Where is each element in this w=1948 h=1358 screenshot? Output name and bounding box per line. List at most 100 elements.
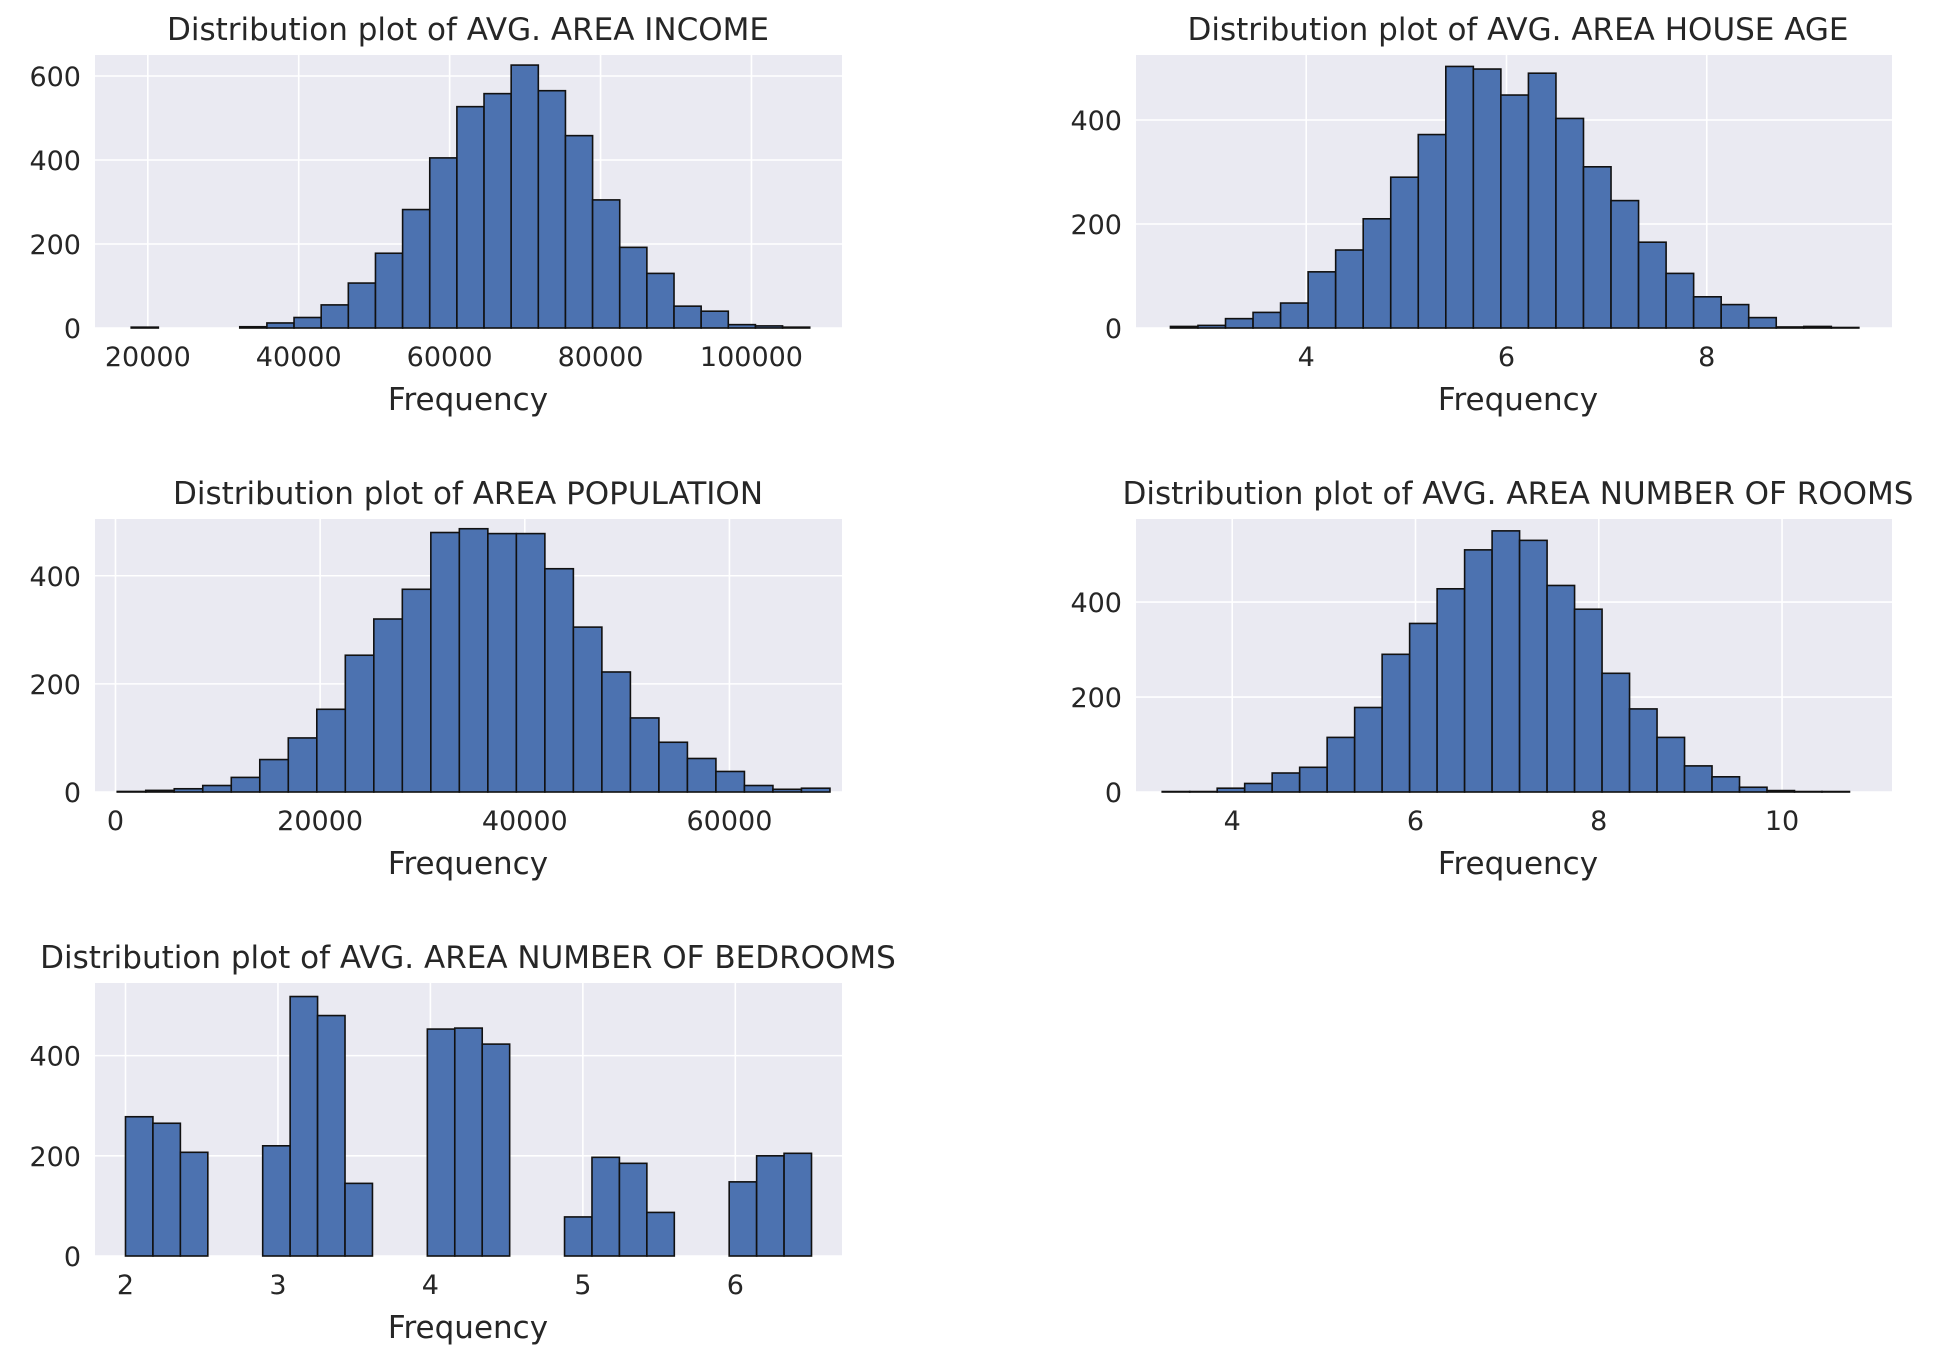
income-histogram-bar <box>564 134 594 329</box>
population-x-tick-label: 60000 <box>686 806 772 837</box>
bedrooms-histogram-bar <box>426 1028 456 1257</box>
house-age-histogram-bar <box>1279 302 1309 329</box>
income-x-tick-label: 20000 <box>105 342 191 373</box>
income-x-tick-label: 40000 <box>256 342 342 373</box>
population-histogram-bar <box>116 790 147 793</box>
income-histogram-bar <box>700 310 730 329</box>
population-y-tick-label: 0 <box>64 778 81 809</box>
bedrooms-histogram-bar <box>152 1122 182 1257</box>
rooms-histogram-bar <box>1243 782 1273 793</box>
income-histogram-bar <box>483 92 512 329</box>
house-age-histogram-bar <box>1445 65 1475 329</box>
population-histogram-bar <box>772 788 803 793</box>
population-histogram-panel: Distribution plot of AREA POPULATION Fre… <box>29 476 842 882</box>
house-age-histogram-bar <box>1362 218 1392 329</box>
bedrooms-x-axis-label: Frequency <box>388 1310 548 1346</box>
income-histogram-bar <box>618 246 648 329</box>
rooms-histogram-bar <box>1463 549 1493 793</box>
house-age-histogram-bar <box>1307 271 1337 329</box>
income-histogram-bar <box>781 326 811 329</box>
rooms-histogram-bar <box>1408 622 1438 793</box>
population-histogram-bar <box>401 588 432 793</box>
rooms-histogram-bar <box>1738 786 1768 793</box>
income-histogram-bar <box>510 64 540 329</box>
rooms-histogram-bar <box>1436 587 1466 793</box>
house-age-histogram-bar <box>1775 326 1805 329</box>
house-age-histogram-bar <box>1252 311 1282 329</box>
house-age-histogram-bar <box>1389 176 1420 329</box>
house-age-x-tick-label: 8 <box>1698 342 1715 373</box>
bedrooms-histogram-bar <box>591 1156 621 1257</box>
bedrooms-histogram-bar <box>481 1043 511 1257</box>
population-x-tick-label: 0 <box>107 806 124 837</box>
bedrooms-y-tick-label: 200 <box>29 1142 81 1173</box>
bedrooms-histogram-bar <box>646 1211 676 1257</box>
income-histogram-bar <box>347 282 377 329</box>
rooms-histogram-bar <box>1573 608 1603 793</box>
income-y-tick-label: 400 <box>29 146 81 177</box>
bedrooms-y-tick-label: 400 <box>29 1042 81 1073</box>
rooms-chart-title: Distribution plot of AVG. AREA NUMBER OF… <box>1123 476 1914 512</box>
rooms-y-tick-label: 400 <box>1070 588 1122 619</box>
bedrooms-chart-title: Distribution plot of AVG. AREA NUMBER OF… <box>40 940 896 976</box>
income-histogram-bar <box>727 323 757 329</box>
population-chart-title: Distribution plot of AREA POPULATION <box>173 476 763 512</box>
income-histogram-bar <box>456 105 485 329</box>
rooms-y-tick-label: 0 <box>1105 778 1122 809</box>
income-histogram-bar <box>238 325 268 329</box>
house-age-x-axis-label: Frequency <box>1438 382 1598 418</box>
population-x-axis-label: Frequency <box>388 846 548 882</box>
population-x-tick-label: 40000 <box>482 806 568 837</box>
population-histogram-bar <box>544 567 575 793</box>
rooms-histogram-bar <box>1766 789 1796 793</box>
bedrooms-x-tick-label: 5 <box>574 1270 591 1301</box>
income-x-tick-label: 100000 <box>700 342 803 373</box>
population-histogram-bar <box>344 654 375 793</box>
rooms-histogram-bar <box>1656 736 1686 793</box>
bedrooms-histogram-bar <box>755 1155 785 1257</box>
rooms-x-axis-label: Frequency <box>1438 846 1598 882</box>
bedrooms-histogram-bar <box>344 1182 374 1257</box>
house-age-histogram-bar <box>1692 295 1722 329</box>
house-age-chart-title: Distribution plot of AVG. AREA HOUSE AGE <box>1187 12 1848 48</box>
bedrooms-histogram-bar <box>728 1181 758 1257</box>
house-age-histogram-bar <box>1500 94 1530 329</box>
population-y-tick-label: 200 <box>29 670 81 701</box>
house-age-histogram-bar <box>1830 326 1860 329</box>
rooms-histogram-bar <box>1491 530 1521 793</box>
house-age-histogram-bar <box>1224 317 1254 329</box>
income-histogram-bar <box>754 325 784 329</box>
population-histogram-bar <box>686 757 717 793</box>
population-histogram-bar <box>515 532 546 793</box>
bedrooms-histogram-bar <box>179 1151 209 1257</box>
bedrooms-histogram-bar <box>563 1216 593 1257</box>
bedrooms-histogram-panel: Distribution plot of AVG. AREA NUMBER OF… <box>29 940 895 1346</box>
bedrooms-histogram-bar <box>124 1115 154 1257</box>
income-histogram-bar <box>401 208 431 329</box>
income-histogram-bar <box>130 326 160 329</box>
house-age-histogram-bar <box>1665 272 1695 329</box>
rooms-histogram-bar <box>1381 653 1411 793</box>
income-x-tick-label: 80000 <box>558 342 644 373</box>
population-histogram-bar <box>287 737 318 793</box>
house-age-y-tick-label: 400 <box>1070 106 1122 137</box>
bedrooms-histogram-bar <box>261 1144 291 1257</box>
bedrooms-histogram-bar <box>453 1027 484 1257</box>
house-age-histogram-bar <box>1582 166 1612 329</box>
income-histogram-bar <box>673 305 702 329</box>
income-histogram-bar <box>266 322 295 329</box>
population-histogram-bar <box>658 741 689 793</box>
income-x-tick-label: 60000 <box>407 342 493 373</box>
income-y-tick-label: 0 <box>64 314 81 345</box>
rooms-histogram-bar <box>1518 539 1548 793</box>
population-histogram-bar <box>487 532 518 793</box>
income-y-tick-label: 600 <box>29 62 81 93</box>
bedrooms-y-tick-label: 0 <box>64 1242 81 1273</box>
population-histogram-bar <box>715 770 746 793</box>
bedrooms-x-tick-label: 6 <box>727 1270 744 1301</box>
income-histogram-bar <box>374 252 404 329</box>
bedrooms-histogram-bar <box>289 995 319 1257</box>
population-histogram-bar <box>144 789 176 793</box>
house-age-histogram-bar <box>1169 325 1199 329</box>
